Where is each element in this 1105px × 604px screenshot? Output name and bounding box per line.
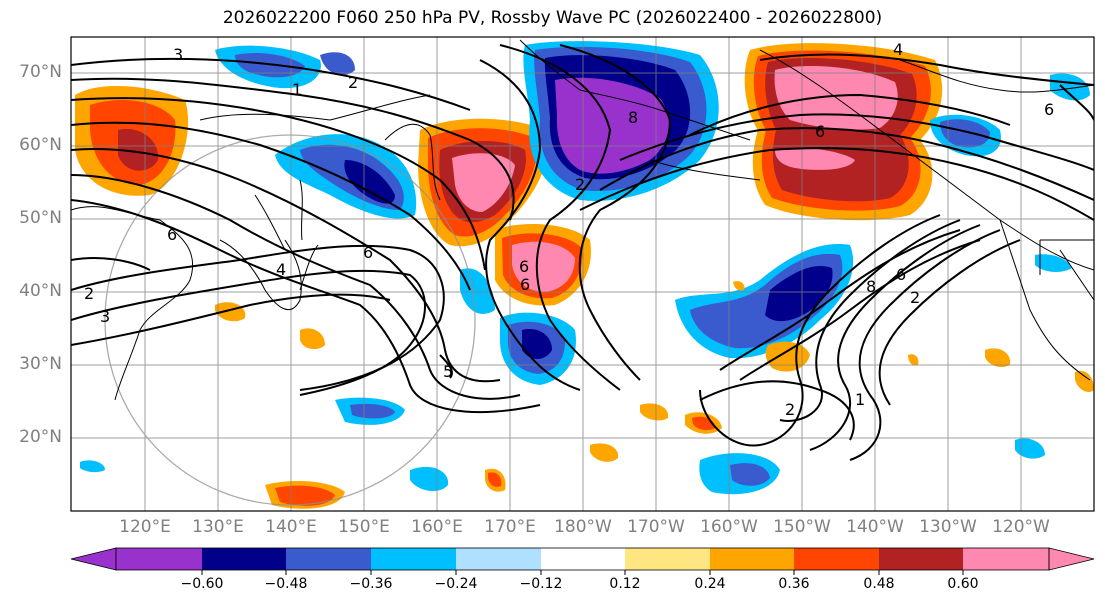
contour-label: 6 bbox=[1044, 100, 1054, 119]
lon-label: 140°E bbox=[265, 517, 317, 537]
contour-label: 6 bbox=[519, 257, 529, 276]
colorbar-tick-label: 0.12 bbox=[609, 576, 641, 592]
contour-label: 6 bbox=[167, 225, 177, 244]
contour-label: 4 bbox=[893, 40, 903, 59]
contour-label: 1 bbox=[292, 80, 302, 99]
lon-label: 160°W bbox=[700, 517, 758, 537]
lat-label-70n: 70°N bbox=[19, 62, 62, 82]
colorbar-segment bbox=[456, 548, 541, 570]
colorbar-segment bbox=[794, 548, 879, 570]
colorbar-tick-label: −0.48 bbox=[264, 576, 308, 592]
pv-contours bbox=[71, 44, 1094, 461]
lat-label-40n: 40°N bbox=[19, 281, 62, 301]
contour-label: 1 bbox=[855, 390, 865, 409]
lon-label: 170°E bbox=[484, 517, 536, 537]
colorbar-tick-label: 0.48 bbox=[863, 576, 895, 592]
contour-label: 6 bbox=[815, 122, 825, 141]
lon-label: 130°E bbox=[192, 517, 244, 537]
colorbar-tick-label: −0.12 bbox=[519, 576, 563, 592]
contour-label: 3 bbox=[173, 45, 183, 64]
contour-label: 2 bbox=[84, 284, 94, 303]
contour-label: 2 bbox=[910, 288, 920, 307]
lon-label: 140°W bbox=[846, 517, 904, 537]
colorbar-segment bbox=[371, 548, 456, 570]
lon-label: 160°E bbox=[411, 517, 463, 537]
contour-label: 6 bbox=[896, 265, 906, 284]
contour-label: 8 bbox=[866, 277, 876, 296]
lat-label-60n: 60°N bbox=[19, 135, 62, 155]
colorbar-segment bbox=[116, 548, 202, 570]
lat-label-20n: 20°N bbox=[19, 427, 62, 447]
colorbar-tick-label: −0.24 bbox=[434, 576, 478, 592]
contour-label: 2 bbox=[575, 175, 585, 194]
contour-label: 6 bbox=[363, 243, 373, 262]
contour-label: 6 bbox=[520, 275, 530, 294]
map-frame bbox=[70, 36, 1095, 512]
colorbar-segment bbox=[286, 548, 371, 570]
map-title: 2026022200 F060 250 hPa PV, Rossby Wave … bbox=[222, 8, 883, 28]
colorbar-extend-high bbox=[1048, 547, 1095, 571]
contour-label: 3 bbox=[100, 307, 110, 326]
lon-label: 170°W bbox=[627, 517, 685, 537]
contour-label: 5 bbox=[443, 362, 453, 381]
lon-label: 150°W bbox=[773, 517, 831, 537]
contour-label: 2 bbox=[348, 73, 358, 92]
colorbar-extend-low bbox=[70, 547, 117, 571]
colorbar-tick-label: 0.24 bbox=[694, 576, 726, 592]
colorbar-segment bbox=[710, 548, 794, 570]
colorbar-segment bbox=[202, 548, 286, 570]
lat-label-30n: 30°N bbox=[19, 354, 62, 374]
lon-label: 130°W bbox=[919, 517, 977, 537]
colorbar-segment bbox=[541, 548, 625, 570]
colorbar-segment bbox=[879, 548, 963, 570]
colorbar bbox=[70, 547, 1095, 575]
colorbar-tick-label: −0.60 bbox=[180, 576, 224, 592]
contour-label: 8 bbox=[628, 108, 638, 127]
contour-label: 2 bbox=[785, 400, 795, 419]
colorbar-tick-label: 0.36 bbox=[778, 576, 810, 592]
colorbar-tick-label: −0.36 bbox=[349, 576, 393, 592]
contour-label: 4 bbox=[276, 260, 286, 279]
lon-label: 150°E bbox=[338, 517, 390, 537]
colorbar-segment bbox=[963, 548, 1049, 570]
colorbar-segment bbox=[625, 548, 710, 570]
colorbar-tick-label: 0.60 bbox=[947, 576, 979, 592]
lon-label: 120°W bbox=[992, 517, 1050, 537]
lon-label: 180°W bbox=[554, 517, 612, 537]
lon-label: 120°E bbox=[119, 517, 171, 537]
contour-label-group: 3 1 2 2 6 4 2 3 6 5 8 6 6 6 2 1 8 6 2 4 … bbox=[84, 40, 1054, 419]
lat-label-50n: 50°N bbox=[19, 208, 62, 228]
